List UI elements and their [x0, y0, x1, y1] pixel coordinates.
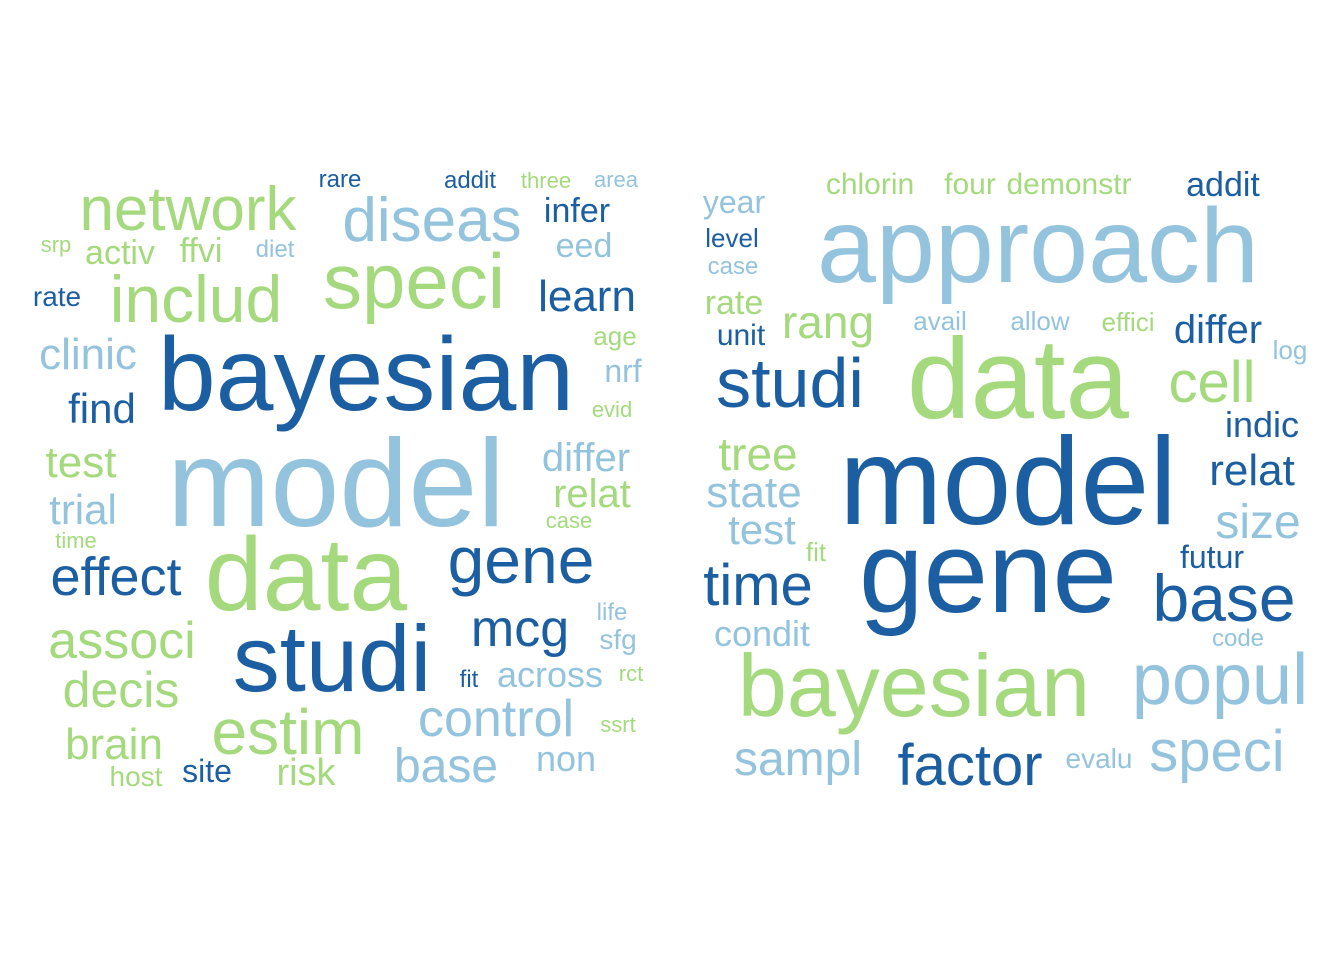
cloud-word: fit	[459, 666, 479, 693]
cloud-word: rate	[32, 281, 82, 312]
cloud-word: code	[1211, 625, 1265, 652]
cloud-word: nrf	[604, 353, 642, 389]
cloud-word: futur	[1179, 539, 1245, 575]
cloud-word: effici	[1101, 307, 1155, 337]
cloud-word: relat	[553, 472, 631, 516]
word-cloud-right: model gene approach data bayesian studi …	[672, 0, 1344, 960]
cloud-word: evalu	[1065, 743, 1133, 774]
cloud-word: time	[55, 528, 97, 553]
cloud-word: non	[535, 738, 597, 779]
cloud-word: state	[706, 468, 802, 517]
cloud-word: across	[496, 654, 604, 695]
cloud-word: age	[593, 321, 637, 351]
cloud-word: bayesian	[157, 317, 575, 433]
cloud-word: relat	[1209, 446, 1295, 495]
cloud-word: data	[204, 517, 408, 633]
cloud-word: activ	[85, 234, 155, 272]
cloud-word: approach	[816, 187, 1260, 305]
cloud-word: unit	[716, 319, 766, 352]
cloud-word: base	[393, 740, 499, 793]
cloud-word: time	[703, 553, 813, 618]
cloud-word: life	[596, 599, 628, 626]
cloud-word: differ	[541, 436, 631, 480]
cloud-word: mcg	[470, 600, 570, 658]
cloud-word: decis	[62, 662, 180, 718]
cloud-word: level	[705, 223, 759, 253]
cloud-word: differ	[1173, 308, 1263, 352]
cloud-word: three	[520, 168, 572, 193]
cloud-word: learn	[538, 272, 636, 321]
cloud-word: diseas	[342, 186, 522, 255]
cloud-word: factor	[897, 733, 1043, 798]
cloud-word: test	[728, 506, 796, 553]
cloud-word: indic	[1224, 404, 1300, 445]
cloud-word: network	[79, 175, 297, 244]
cloud-word: case	[707, 253, 759, 280]
cloud-word: model	[167, 415, 505, 553]
cloud-word: case	[545, 508, 593, 533]
cloud-word: chlorin	[825, 168, 915, 201]
cloud-word: bayesian	[737, 636, 1091, 735]
cloud-word: ssrt	[600, 712, 636, 737]
cloud-word: clinic	[39, 330, 137, 379]
cloud-word: log	[1272, 335, 1308, 365]
cloud-word: base	[1152, 561, 1296, 635]
cloud-word: studi	[716, 344, 864, 422]
word-cloud-left: model bayesian data studi speci includ n…	[32, 166, 644, 794]
cloud-word: area	[593, 167, 639, 192]
cloud-word: risk	[276, 752, 336, 794]
cloud-word: infer	[543, 192, 611, 230]
cloud-word: model	[839, 413, 1177, 551]
cloud-word: demonstr	[1006, 168, 1132, 201]
cloud-word: site	[182, 753, 232, 789]
cloud-word: srp	[40, 232, 72, 257]
cloud-word: avail	[913, 306, 967, 336]
cloud-word: gene	[447, 523, 595, 597]
cloud-word: rct	[618, 661, 644, 686]
cloud-word: popul	[1131, 640, 1309, 720]
cloud-word: tree	[718, 428, 798, 480]
cloud-word: data	[907, 316, 1129, 443]
cloud-word: effect	[50, 547, 182, 607]
cloud-word: rang	[781, 296, 875, 348]
cloud-word: eed	[555, 227, 613, 265]
cloud-word: trial	[49, 486, 117, 533]
cloud-word: addit	[1186, 166, 1260, 204]
cloud-word: includ	[109, 262, 283, 336]
cloud-word: test	[45, 438, 117, 487]
cloud-word: studi	[232, 606, 432, 711]
cloud-word: allow	[1010, 306, 1070, 336]
cloud-word: brain	[65, 720, 163, 769]
cloud-word: rare	[318, 166, 362, 193]
cloud-word: ffvi	[179, 232, 223, 270]
cloud-word: cell	[1168, 350, 1256, 415]
cloud-word: four	[944, 168, 996, 201]
cloud-word: condit	[713, 613, 811, 654]
cloud-word: associ	[48, 612, 196, 670]
cloud-word: sfg	[599, 624, 637, 655]
cloud-word: find	[68, 385, 136, 432]
cloud-word: estim	[211, 696, 365, 768]
cloud-word: diet	[255, 236, 295, 263]
cloud-word: control	[417, 690, 575, 748]
cloud-word: size	[1215, 496, 1301, 549]
cloud-word: rate	[704, 284, 764, 322]
cloud-word: year	[702, 184, 766, 220]
cloud-word: addit	[443, 167, 497, 194]
cloud-word: speci	[322, 237, 506, 325]
cloud-word: gene	[858, 507, 1118, 637]
cloud-word: speci	[1149, 719, 1285, 784]
cloud-word: fit	[805, 537, 827, 567]
cloud-word: sampl	[733, 733, 863, 786]
cloud-word: host	[109, 761, 163, 792]
cloud-word: evid	[591, 397, 633, 422]
